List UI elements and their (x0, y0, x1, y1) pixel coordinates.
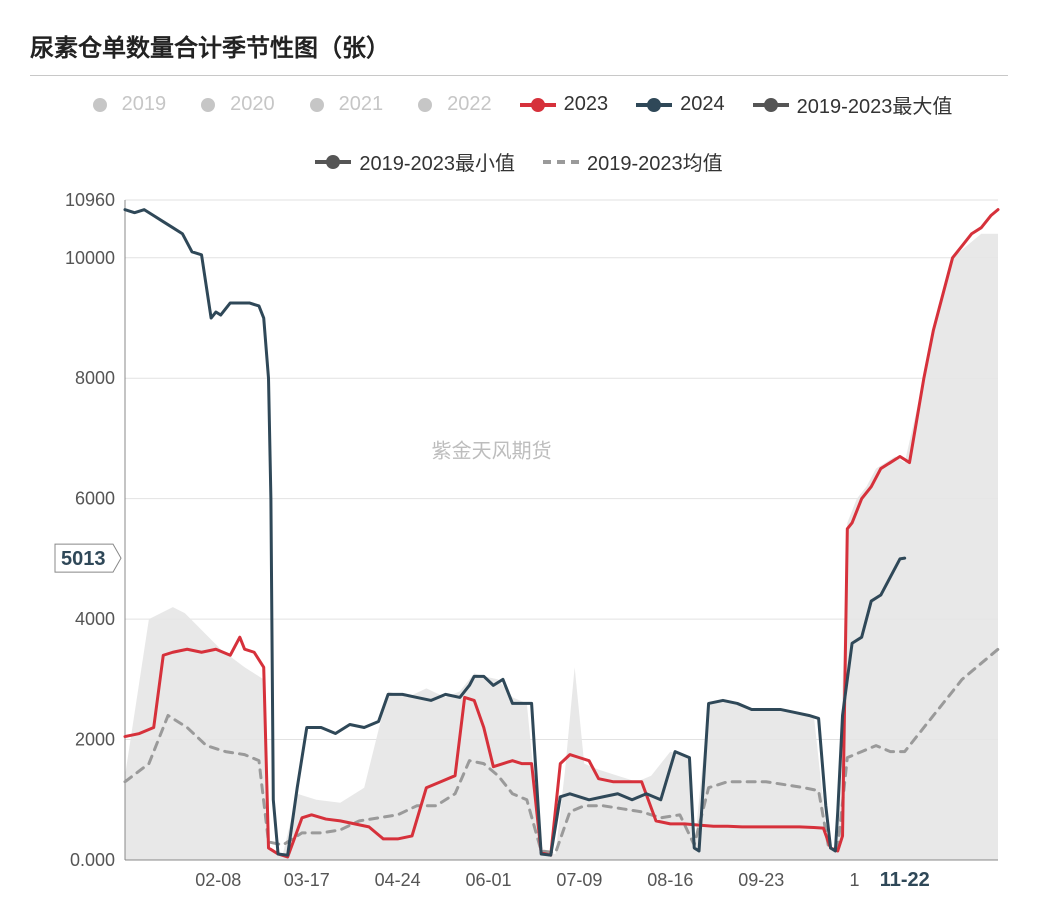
legend-label: 2022 (447, 93, 492, 116)
svg-text:10000: 10000 (65, 248, 115, 268)
svg-text:09-23: 09-23 (738, 870, 784, 890)
legend-swatch (753, 98, 789, 112)
svg-text:11-22: 11-22 (880, 869, 930, 891)
svg-text:2000: 2000 (75, 730, 115, 750)
legend-item[interactable]: 2023 (520, 90, 609, 119)
svg-text:1: 1 (849, 870, 859, 890)
legend-item[interactable]: 2020 (194, 90, 275, 119)
legend-label: 2019-2023均值 (587, 147, 723, 176)
svg-text:4000: 4000 (75, 609, 115, 629)
legend-item[interactable]: 2021 (303, 90, 384, 119)
svg-text:06-01: 06-01 (466, 870, 512, 890)
legend-item[interactable]: 2019-2023最小值 (315, 147, 515, 176)
svg-text:8000: 8000 (75, 368, 115, 388)
svg-text:04-24: 04-24 (375, 870, 421, 890)
legend-item[interactable]: 2019-2023最大值 (753, 90, 953, 119)
legend: 2019 2020 2021 2022 2023 2024 2019-2023最大值 2019… (30, 76, 1008, 190)
legend-label: 2024 (680, 93, 725, 116)
legend-item[interactable]: 2024 (636, 90, 725, 119)
legend-swatch (520, 98, 556, 112)
svg-text:07-09: 07-09 (556, 870, 602, 890)
legend-item[interactable]: 2022 (411, 90, 492, 119)
svg-text:0.000: 0.000 (70, 850, 115, 870)
legend-swatch (86, 98, 114, 112)
svg-text:03-17: 03-17 (284, 870, 330, 890)
legend-swatch (303, 98, 331, 112)
legend-label: 2019 (122, 93, 167, 116)
chart-title: 尿素仓单数量合计季节性图（张） (30, 20, 1008, 76)
legend-label: 2023 (564, 93, 609, 116)
legend-label: 2019-2023最大值 (797, 90, 953, 119)
legend-swatch (543, 155, 579, 169)
legend-label: 2021 (339, 93, 384, 116)
legend-item[interactable]: 2019 (86, 90, 167, 119)
chart-container: 尿素仓单数量合计季节性图（张） 2019 2020 2021 2022 2023 2024… (0, 0, 1038, 920)
svg-text:08-16: 08-16 (647, 870, 693, 890)
legend-swatch (636, 98, 672, 112)
svg-text:02-08: 02-08 (195, 870, 241, 890)
legend-item[interactable]: 2019-2023均值 (543, 147, 723, 176)
svg-text:10960: 10960 (65, 190, 115, 210)
plot-area: 0.000 2000 4000 6000 8000 10000 10960 5013 02-08… (30, 190, 1008, 900)
legend-label: 2020 (230, 93, 275, 116)
svg-text:6000: 6000 (75, 489, 115, 509)
legend-swatch (315, 155, 351, 169)
svg-text:紫金天风期货: 紫金天风期货 (432, 439, 552, 462)
legend-label: 2019-2023最小值 (359, 147, 515, 176)
legend-swatch (411, 98, 439, 112)
chart-svg: 0.000 2000 4000 6000 8000 10000 10960 5013 02-08… (30, 190, 1008, 900)
legend-swatch (194, 98, 222, 112)
svg-text:5013: 5013 (61, 548, 106, 570)
